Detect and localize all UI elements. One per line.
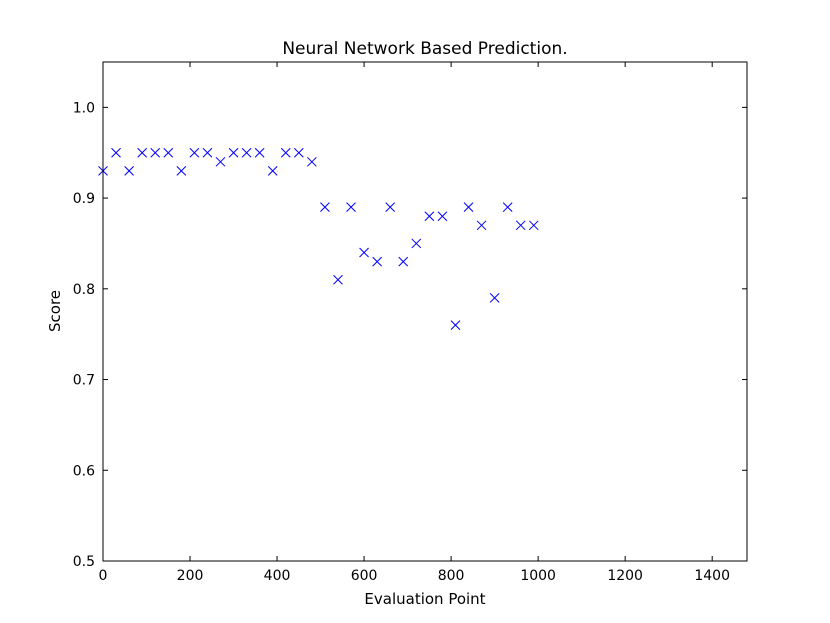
data-point bbox=[333, 274, 343, 285]
plot-area-frame bbox=[102, 61, 748, 562]
data-point bbox=[189, 147, 200, 158]
data-point bbox=[463, 202, 474, 213]
y-tick-label: 0.5 bbox=[73, 554, 95, 570]
data-points bbox=[98, 147, 539, 330]
data-point bbox=[293, 147, 304, 158]
x-tick-label: 1400 bbox=[694, 568, 730, 584]
chart-title: Neural Network Based Prediction. bbox=[282, 39, 567, 59]
data-point bbox=[385, 202, 396, 213]
data-point bbox=[359, 247, 369, 258]
x-tick-label: 400 bbox=[264, 568, 291, 584]
x-tick-label: 0 bbox=[99, 568, 108, 584]
data-point bbox=[280, 147, 291, 158]
data-point bbox=[372, 256, 382, 267]
x-tick-label: 1000 bbox=[520, 568, 556, 584]
x-tick-labels: 0 200 400 600 800 1000 1200 1400 bbox=[99, 568, 730, 584]
x-tick-label: 1200 bbox=[607, 568, 643, 584]
data-point bbox=[411, 238, 422, 249]
x-tick-label: 800 bbox=[438, 568, 465, 584]
data-point bbox=[202, 147, 213, 158]
data-point bbox=[163, 147, 174, 158]
data-point bbox=[424, 211, 435, 222]
y-tick-label: 0.9 bbox=[73, 191, 95, 207]
data-point bbox=[150, 147, 161, 158]
data-point bbox=[320, 202, 330, 213]
y-axis-label: Score bbox=[46, 290, 64, 332]
data-point bbox=[437, 211, 448, 222]
data-point bbox=[450, 320, 461, 330]
data-point bbox=[176, 166, 187, 176]
data-point bbox=[241, 147, 252, 158]
data-point bbox=[489, 293, 500, 303]
data-point bbox=[476, 220, 487, 231]
data-point bbox=[528, 220, 539, 231]
data-point bbox=[254, 147, 265, 158]
x-tick-label: 200 bbox=[177, 568, 204, 584]
tick-marks bbox=[102, 62, 747, 562]
data-point bbox=[267, 166, 278, 176]
data-point bbox=[228, 147, 239, 158]
x-tick-label: 600 bbox=[351, 568, 378, 584]
data-point bbox=[215, 156, 226, 167]
y-tick-label: 0.7 bbox=[73, 373, 95, 389]
y-tick-labels: 0.5 0.6 0.7 0.8 0.9 1.0 bbox=[73, 100, 95, 570]
data-point bbox=[111, 147, 121, 158]
data-point bbox=[137, 147, 148, 158]
y-tick-label: 0.6 bbox=[73, 463, 95, 479]
data-point bbox=[515, 220, 526, 231]
data-point bbox=[346, 202, 356, 213]
y-tick-label: 1.0 bbox=[73, 100, 95, 116]
data-point bbox=[124, 166, 134, 176]
data-point bbox=[307, 156, 317, 167]
x-axis-label: Evaluation Point bbox=[364, 590, 485, 608]
y-tick-label: 0.8 bbox=[73, 282, 95, 298]
data-point bbox=[398, 256, 409, 267]
data-point bbox=[502, 202, 513, 213]
